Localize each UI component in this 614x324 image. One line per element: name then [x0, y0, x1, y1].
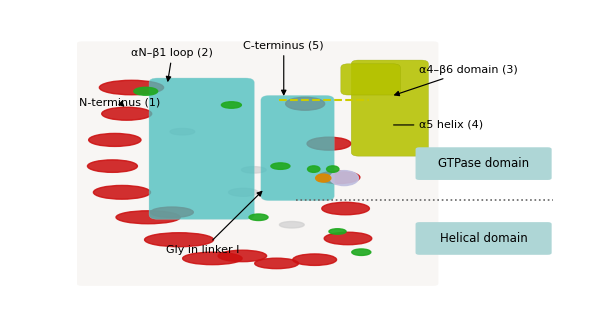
Ellipse shape — [271, 163, 290, 169]
Ellipse shape — [286, 97, 325, 110]
Ellipse shape — [87, 160, 138, 172]
Ellipse shape — [249, 214, 268, 221]
Circle shape — [330, 171, 359, 186]
Ellipse shape — [307, 137, 351, 150]
Text: C-terminus (5): C-terminus (5) — [243, 40, 324, 95]
FancyBboxPatch shape — [416, 147, 551, 180]
Ellipse shape — [170, 128, 195, 135]
Ellipse shape — [144, 233, 214, 247]
Text: Helical domain: Helical domain — [440, 232, 527, 245]
Ellipse shape — [116, 211, 181, 224]
Ellipse shape — [150, 207, 193, 217]
Ellipse shape — [93, 185, 150, 199]
Text: α5 helix (4): α5 helix (4) — [394, 120, 483, 130]
Text: GTPase domain: GTPase domain — [438, 157, 529, 170]
FancyBboxPatch shape — [261, 96, 334, 201]
Ellipse shape — [329, 229, 346, 234]
Ellipse shape — [255, 258, 298, 269]
Ellipse shape — [352, 249, 371, 255]
Circle shape — [308, 166, 320, 172]
FancyBboxPatch shape — [77, 41, 438, 286]
Ellipse shape — [88, 133, 141, 146]
FancyBboxPatch shape — [149, 78, 254, 219]
Ellipse shape — [317, 171, 360, 184]
FancyBboxPatch shape — [351, 60, 429, 156]
FancyBboxPatch shape — [341, 64, 400, 95]
Ellipse shape — [241, 167, 266, 173]
Ellipse shape — [228, 188, 258, 196]
FancyBboxPatch shape — [416, 222, 551, 255]
Ellipse shape — [279, 222, 304, 228]
Ellipse shape — [322, 202, 370, 215]
Text: αN–β1 loop (2): αN–β1 loop (2) — [131, 48, 213, 81]
Ellipse shape — [324, 232, 372, 245]
Text: Gly in linker I: Gly in linker I — [166, 191, 262, 255]
Ellipse shape — [218, 250, 266, 262]
Text: α4–β6 domain (3): α4–β6 domain (3) — [395, 65, 518, 96]
Ellipse shape — [134, 87, 158, 95]
Ellipse shape — [182, 252, 242, 265]
Circle shape — [327, 166, 339, 172]
Circle shape — [316, 174, 331, 182]
Text: N-terminus (1): N-terminus (1) — [79, 98, 160, 108]
Ellipse shape — [99, 80, 163, 95]
Ellipse shape — [102, 107, 152, 120]
Ellipse shape — [293, 254, 336, 265]
Ellipse shape — [222, 102, 241, 108]
